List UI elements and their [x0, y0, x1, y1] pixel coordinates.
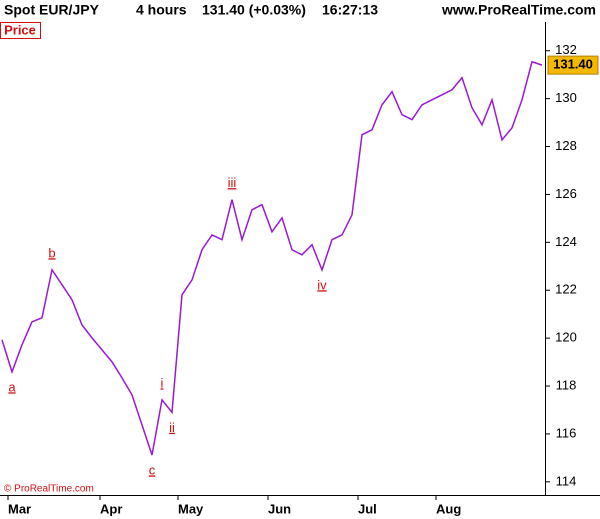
y-tick-label: 122 [555, 282, 577, 297]
wave-label: c [149, 462, 156, 477]
wave-label: iv [317, 277, 327, 292]
y-tick-label: 114 [556, 473, 577, 488]
y-tick-label: 132 [555, 42, 577, 57]
y-tick-label: 116 [556, 425, 577, 440]
quote: 131.40 (+0.03%) [202, 2, 306, 18]
x-tick-label: Jun [268, 501, 291, 516]
instrument-title: Spot EUR/JPY [4, 2, 100, 18]
y-tick-label: 120 [555, 330, 577, 345]
last-price-tag [547, 55, 599, 75]
x-tick-label: Jul [358, 501, 377, 516]
timeframe: 4 hours [136, 2, 187, 18]
last-price-label: 131.40 [553, 57, 593, 72]
y-tick-label: 126 [555, 186, 577, 201]
footer: © ProRealTime.com [4, 484, 94, 495]
wave-label: a [8, 379, 16, 394]
x-tick-label: May [178, 501, 204, 516]
price-line [1, 60, 543, 456]
wave-label: b [48, 245, 55, 260]
y-tick-label: 128 [555, 138, 577, 153]
wave-label: iii [228, 175, 237, 190]
panel-label: Price [4, 22, 36, 37]
wave-label: ii [169, 420, 175, 435]
x-tick-label: Mar [8, 501, 31, 516]
y-tick-label: 118 [556, 377, 577, 392]
time: 16:27:13 [322, 2, 378, 18]
y-tick-label: 130 [555, 90, 577, 105]
y-tick-label: 124 [555, 234, 577, 249]
wave-label: i [161, 375, 164, 390]
source: www.ProRealTime.com [441, 2, 596, 18]
panel-label-box [0, 22, 41, 39]
x-tick-label: Apr [100, 501, 122, 516]
x-tick-label: Aug [436, 501, 461, 516]
